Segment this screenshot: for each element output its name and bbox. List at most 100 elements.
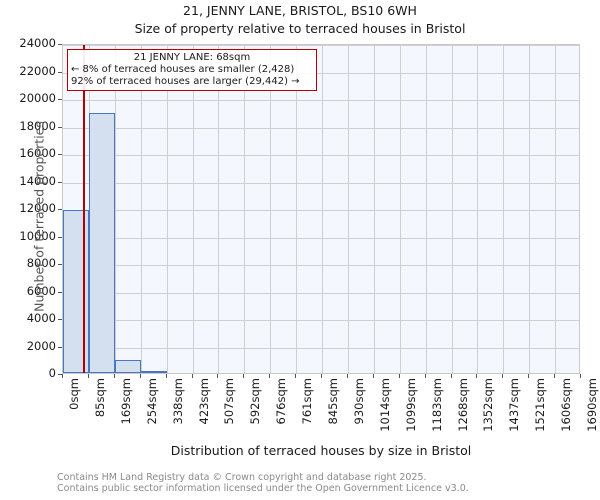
x-axis-tick-mark [165, 374, 167, 378]
gridline-horizontal [63, 265, 579, 266]
y-axis-tick-mark [58, 346, 62, 348]
plot-area: 21 JENNY LANE: 68sqm ← 8% of terraced ho… [62, 44, 580, 374]
footer-line-1: Contains HM Land Registry data © Crown c… [57, 472, 427, 483]
y-axis-tick-mark [58, 264, 62, 265]
x-axis-tick-label: 1521sqm [533, 378, 548, 432]
gridline-vertical [166, 45, 168, 373]
footer-line-2: Contains public sector information licen… [57, 483, 469, 494]
gridline-vertical [529, 45, 531, 373]
x-axis-tick-label: 0sqm [67, 378, 81, 410]
x-axis-tick-label: 1183sqm [429, 378, 444, 432]
x-axis-tick-mark [243, 374, 245, 378]
gridline-vertical [192, 45, 194, 373]
y-axis-tick-label: 20000 [19, 91, 56, 105]
gridline-vertical [296, 45, 298, 373]
y-axis-tick-mark [58, 71, 62, 73]
x-axis-tick-label: 761sqm [300, 378, 315, 425]
x-axis-tick-label: 85sqm [93, 378, 108, 418]
gridline-vertical [244, 45, 246, 373]
gridline-horizontal [63, 237, 579, 239]
histogram-bar [89, 113, 115, 373]
y-axis-tick-mark [58, 236, 62, 238]
gridline-vertical [477, 45, 479, 373]
x-axis-tick-mark [295, 374, 297, 378]
x-axis-tick-label: 676sqm [274, 378, 289, 425]
x-axis-tick-mark [372, 374, 374, 378]
y-axis-tick-mark [58, 44, 62, 45]
gridline-vertical [503, 45, 505, 373]
x-axis-tick-mark [113, 374, 115, 378]
x-axis-tick-label: 507sqm [222, 378, 237, 425]
gridline-vertical [322, 45, 323, 373]
y-axis-tick-label: 2000 [26, 338, 56, 353]
x-axis-tick-label: 423sqm [196, 378, 211, 425]
property-marker-line [82, 45, 85, 373]
annotation-line-3: 92% of terraced houses are larger (29,44… [71, 75, 300, 87]
y-axis-tick-label: 6000 [26, 283, 56, 298]
gridline-horizontal [63, 182, 579, 184]
x-axis-tick-mark [502, 374, 504, 378]
gridline-vertical [270, 45, 272, 373]
y-axis-tick-mark [58, 181, 62, 183]
y-axis-tick-label: 18000 [19, 118, 56, 133]
x-axis-tick-mark [398, 374, 400, 378]
y-axis-tick-label: 14000 [19, 173, 56, 188]
gridline-horizontal [63, 127, 579, 129]
x-axis-tick-mark [476, 374, 478, 378]
gridline-vertical [140, 45, 142, 373]
x-axis-title: Distribution of terraced houses by size … [170, 443, 472, 458]
page-subtitle: Size of property relative to terraced ho… [134, 21, 466, 36]
y-axis-title: Number of terraced properties [31, 121, 47, 312]
y-axis-tick-mark [58, 99, 62, 100]
histogram-bar [63, 210, 89, 373]
gridline-horizontal [63, 72, 579, 74]
gridline-vertical [425, 45, 427, 373]
x-axis-tick-mark [321, 374, 322, 378]
y-axis-tick-label: 12000 [19, 201, 56, 215]
x-axis-tick-label: 1352sqm [481, 378, 496, 432]
x-axis-tick-mark [217, 374, 219, 378]
x-axis-tick-label: 930sqm [352, 378, 367, 425]
y-axis-tick-mark [58, 154, 62, 155]
gridline-horizontal [63, 210, 579, 211]
gridline-horizontal [63, 155, 579, 156]
x-axis-tick-label: 592sqm [248, 378, 263, 425]
histogram-bar [140, 370, 167, 373]
x-axis-tick-label: 1014sqm [377, 378, 392, 432]
histogram-bar [114, 359, 141, 373]
gridline-vertical [451, 45, 453, 373]
gridline-vertical [114, 45, 116, 373]
gridline-horizontal [63, 292, 579, 294]
x-axis-tick-label: 1690sqm [585, 378, 599, 432]
x-axis-tick-label: 254sqm [144, 378, 159, 425]
x-axis-tick-label: 1268sqm [455, 378, 470, 432]
gridline-vertical [218, 45, 220, 373]
x-axis-tick-mark [554, 374, 556, 378]
y-axis-tick-label: 4000 [26, 311, 56, 325]
gridline-horizontal [63, 100, 579, 101]
gridline-vertical [348, 45, 350, 373]
x-axis-tick-label: 1437sqm [507, 378, 522, 432]
annotation-line-2: ← 8% of terraced houses are smaller (2,4… [71, 63, 295, 75]
y-axis-tick-label: 10000 [19, 228, 56, 243]
x-axis-tick-label: 169sqm [118, 378, 133, 425]
y-axis-tick-mark [58, 126, 62, 128]
gridline-horizontal [63, 320, 579, 321]
x-axis-tick-mark [450, 374, 452, 378]
x-axis-tick-mark [139, 374, 141, 378]
y-axis-tick-mark [58, 209, 62, 210]
x-axis-tick-mark [528, 374, 530, 378]
y-axis-tick-label: 22000 [19, 63, 56, 78]
y-axis-tick-mark [58, 374, 62, 375]
y-axis-tick-label: 16000 [19, 146, 56, 160]
x-axis-tick-mark [88, 374, 90, 378]
gridline-horizontal [63, 347, 579, 349]
x-axis-tick-label: 338sqm [170, 378, 185, 425]
y-axis-tick-label: 0 [48, 366, 56, 380]
gridline-horizontal [63, 45, 579, 46]
x-axis-tick-label: 845sqm [326, 378, 340, 425]
page-title: 21, JENNY LANE, BRISTOL, BS10 6WH [183, 3, 417, 18]
gridline-vertical [555, 45, 557, 373]
x-axis-tick-mark [424, 374, 426, 378]
